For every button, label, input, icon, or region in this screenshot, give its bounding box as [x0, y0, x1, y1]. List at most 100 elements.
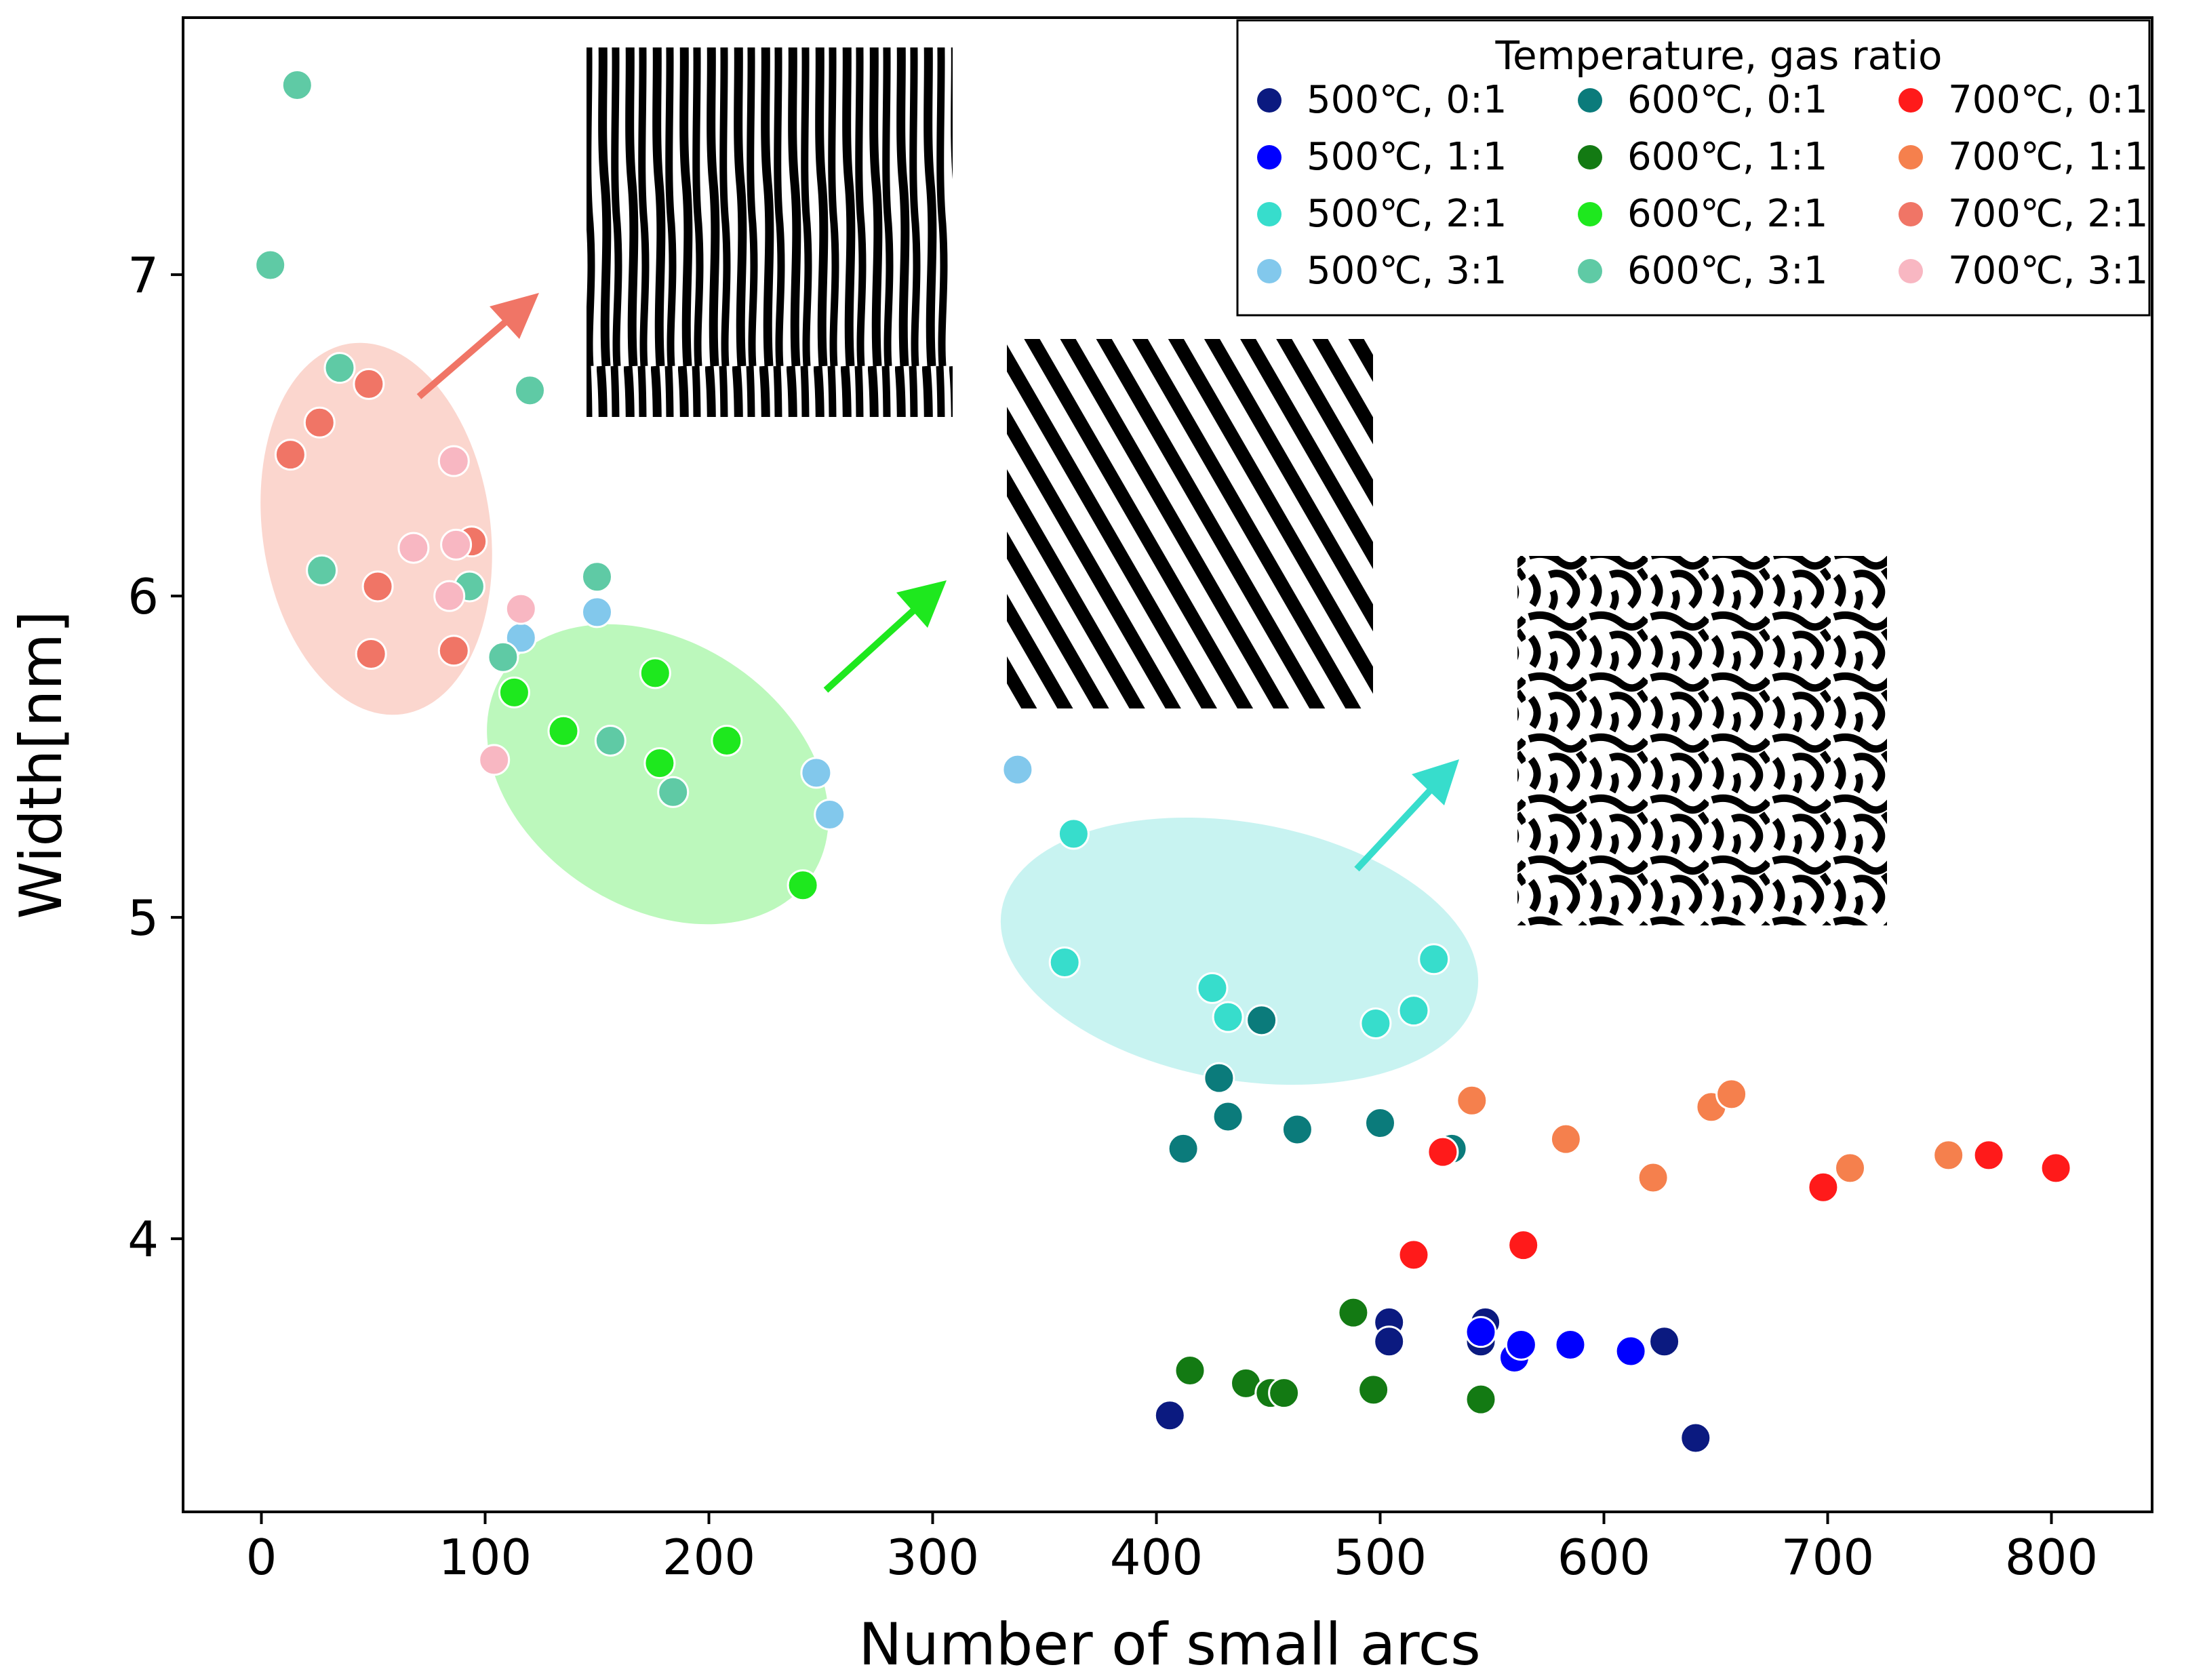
- cluster-ellipse-500: [1000, 817, 1479, 1085]
- legend-item: 500℃, 3:1: [1257, 249, 1507, 293]
- x-axis-label: Number of small arcs: [858, 1611, 1481, 1679]
- data-point: [437, 445, 470, 477]
- data-point: [1465, 1383, 1497, 1416]
- legend-marker: [1257, 145, 1282, 169]
- data-point: [1167, 1132, 1199, 1165]
- data-point: [437, 635, 470, 667]
- data-point: [1932, 1139, 1965, 1172]
- legend-item: 700℃, 3:1: [1899, 249, 2149, 293]
- legend-item: 700℃, 0:1: [1899, 78, 2149, 122]
- data-point: [397, 532, 430, 564]
- data-point: [355, 637, 387, 670]
- data-point: [1505, 1329, 1537, 1361]
- data-point: [514, 374, 546, 407]
- arrow-700-cluster: [416, 293, 539, 399]
- x-tick-label: 100: [439, 1529, 532, 1586]
- data-point: [487, 641, 519, 673]
- legend-item: 500℃, 2:1: [1257, 192, 1507, 236]
- data-point: [1268, 1377, 1300, 1409]
- data-point: [639, 657, 671, 689]
- legend-marker: [1899, 88, 1923, 113]
- y-axis-ticks: 4 5 6 7: [127, 247, 183, 1268]
- legend: Temperature, gas ratio 500℃, 0:1 500℃, 1:…: [1236, 19, 2151, 317]
- data-point: [1465, 1316, 1497, 1348]
- legend-label: 600℃, 3:1: [1627, 249, 1828, 293]
- data-point: [657, 776, 690, 808]
- legend-item: 600℃, 3:1: [1578, 249, 1828, 293]
- arrow-600-cluster: [823, 580, 947, 693]
- data-point: [1397, 1239, 1430, 1271]
- legend-marker: [1578, 202, 1602, 226]
- data-point: [433, 580, 466, 612]
- data-point: [498, 676, 530, 708]
- data-point: [281, 69, 313, 102]
- data-point: [440, 528, 473, 561]
- legend-marker: [1899, 145, 1923, 169]
- legend-item: 600℃, 0:1: [1578, 78, 1828, 122]
- x-tick-label: 600: [1557, 1529, 1650, 1586]
- data-point: [1196, 972, 1229, 1004]
- data-point: [323, 352, 356, 384]
- data-point: [274, 439, 306, 471]
- data-point: [594, 724, 627, 757]
- data-point: [1203, 1062, 1235, 1094]
- legend-label: 700℃, 0:1: [1948, 78, 2149, 122]
- y-tick-label: 4: [127, 1211, 159, 1268]
- data-point: [254, 249, 287, 281]
- data-point: [306, 554, 338, 586]
- data-point: [1648, 1325, 1681, 1358]
- data-point: [1246, 1004, 1278, 1037]
- legend-item: 600℃, 1:1: [1578, 135, 1828, 179]
- legend-item: 500℃, 1:1: [1257, 135, 1507, 179]
- data-point: [1373, 1325, 1406, 1358]
- x-tick-label: 500: [1334, 1529, 1427, 1586]
- data-point: [581, 596, 613, 628]
- x-tick-label: 700: [1781, 1529, 1874, 1586]
- data-point: [1554, 1329, 1587, 1361]
- x-tick-label: 0: [246, 1529, 277, 1586]
- data-point: [478, 744, 511, 776]
- y-tick-label: 5: [127, 889, 159, 946]
- legend-label: 500℃, 3:1: [1307, 249, 1507, 293]
- data-point: [504, 593, 537, 625]
- data-point: [1418, 943, 1450, 976]
- legend-label: 500℃, 0:1: [1307, 78, 1507, 122]
- legend-marker: [1899, 259, 1923, 283]
- data-point: [361, 570, 394, 603]
- data-point: [814, 798, 846, 831]
- data-point: [1153, 1399, 1186, 1432]
- data-point: [1001, 753, 1034, 786]
- x-tick-label: 400: [1110, 1529, 1203, 1586]
- legend-item: 700℃, 2:1: [1899, 192, 2149, 236]
- data-point: [800, 757, 833, 789]
- legend-label: 700℃, 1:1: [1948, 135, 2149, 179]
- data-point: [1637, 1161, 1669, 1194]
- data-point: [1614, 1335, 1647, 1367]
- legend-marker: [1257, 259, 1282, 283]
- data-point: [303, 406, 336, 439]
- legend-label: 600℃, 0:1: [1627, 78, 1828, 122]
- data-point: [1549, 1123, 1582, 1155]
- data-point: [1174, 1354, 1206, 1386]
- legend-marker: [1899, 202, 1923, 226]
- data-point: [1807, 1171, 1840, 1203]
- data-point: [353, 367, 385, 400]
- data-point: [547, 715, 580, 747]
- data-point: [1680, 1422, 1712, 1454]
- legend-marker: [1578, 259, 1602, 283]
- legend-label: 500℃, 1:1: [1307, 135, 1507, 179]
- data-point: [1048, 946, 1081, 978]
- x-axis-ticks: 0 100 200 300 400 500 600 700 800: [246, 1512, 2098, 1586]
- y-tick-label: 7: [127, 247, 159, 304]
- data-point: [1337, 1296, 1370, 1329]
- data-point: [1212, 1100, 1244, 1133]
- legend-item: 500℃, 0:1: [1257, 78, 1507, 122]
- data-point: [1359, 1007, 1392, 1040]
- data-point: [1057, 818, 1090, 850]
- morphology-image-500: [1517, 556, 1887, 925]
- data-point: [1212, 1001, 1244, 1033]
- data-point: [1834, 1152, 1866, 1184]
- legend-label: 700℃, 3:1: [1948, 249, 2149, 293]
- data-point: [1397, 995, 1430, 1027]
